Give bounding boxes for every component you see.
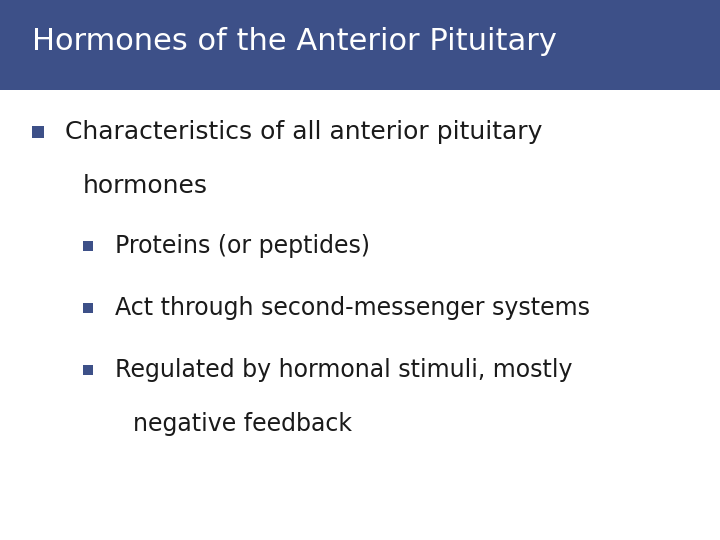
- FancyBboxPatch shape: [83, 303, 93, 313]
- Text: Regulated by hormonal stimuli, mostly: Regulated by hormonal stimuli, mostly: [115, 358, 572, 382]
- Text: hormones: hormones: [83, 174, 208, 198]
- FancyBboxPatch shape: [83, 241, 93, 251]
- FancyBboxPatch shape: [83, 365, 93, 375]
- FancyBboxPatch shape: [0, 0, 720, 84]
- Text: Act through second-messenger systems: Act through second-messenger systems: [115, 296, 590, 320]
- FancyBboxPatch shape: [32, 126, 44, 138]
- Text: Hormones of the Anterior Pituitary: Hormones of the Anterior Pituitary: [32, 28, 557, 56]
- FancyBboxPatch shape: [0, 84, 720, 90]
- Text: negative feedback: negative feedback: [133, 412, 352, 436]
- Text: Proteins (or peptides): Proteins (or peptides): [115, 234, 370, 258]
- Text: Characteristics of all anterior pituitary: Characteristics of all anterior pituitar…: [65, 120, 542, 144]
